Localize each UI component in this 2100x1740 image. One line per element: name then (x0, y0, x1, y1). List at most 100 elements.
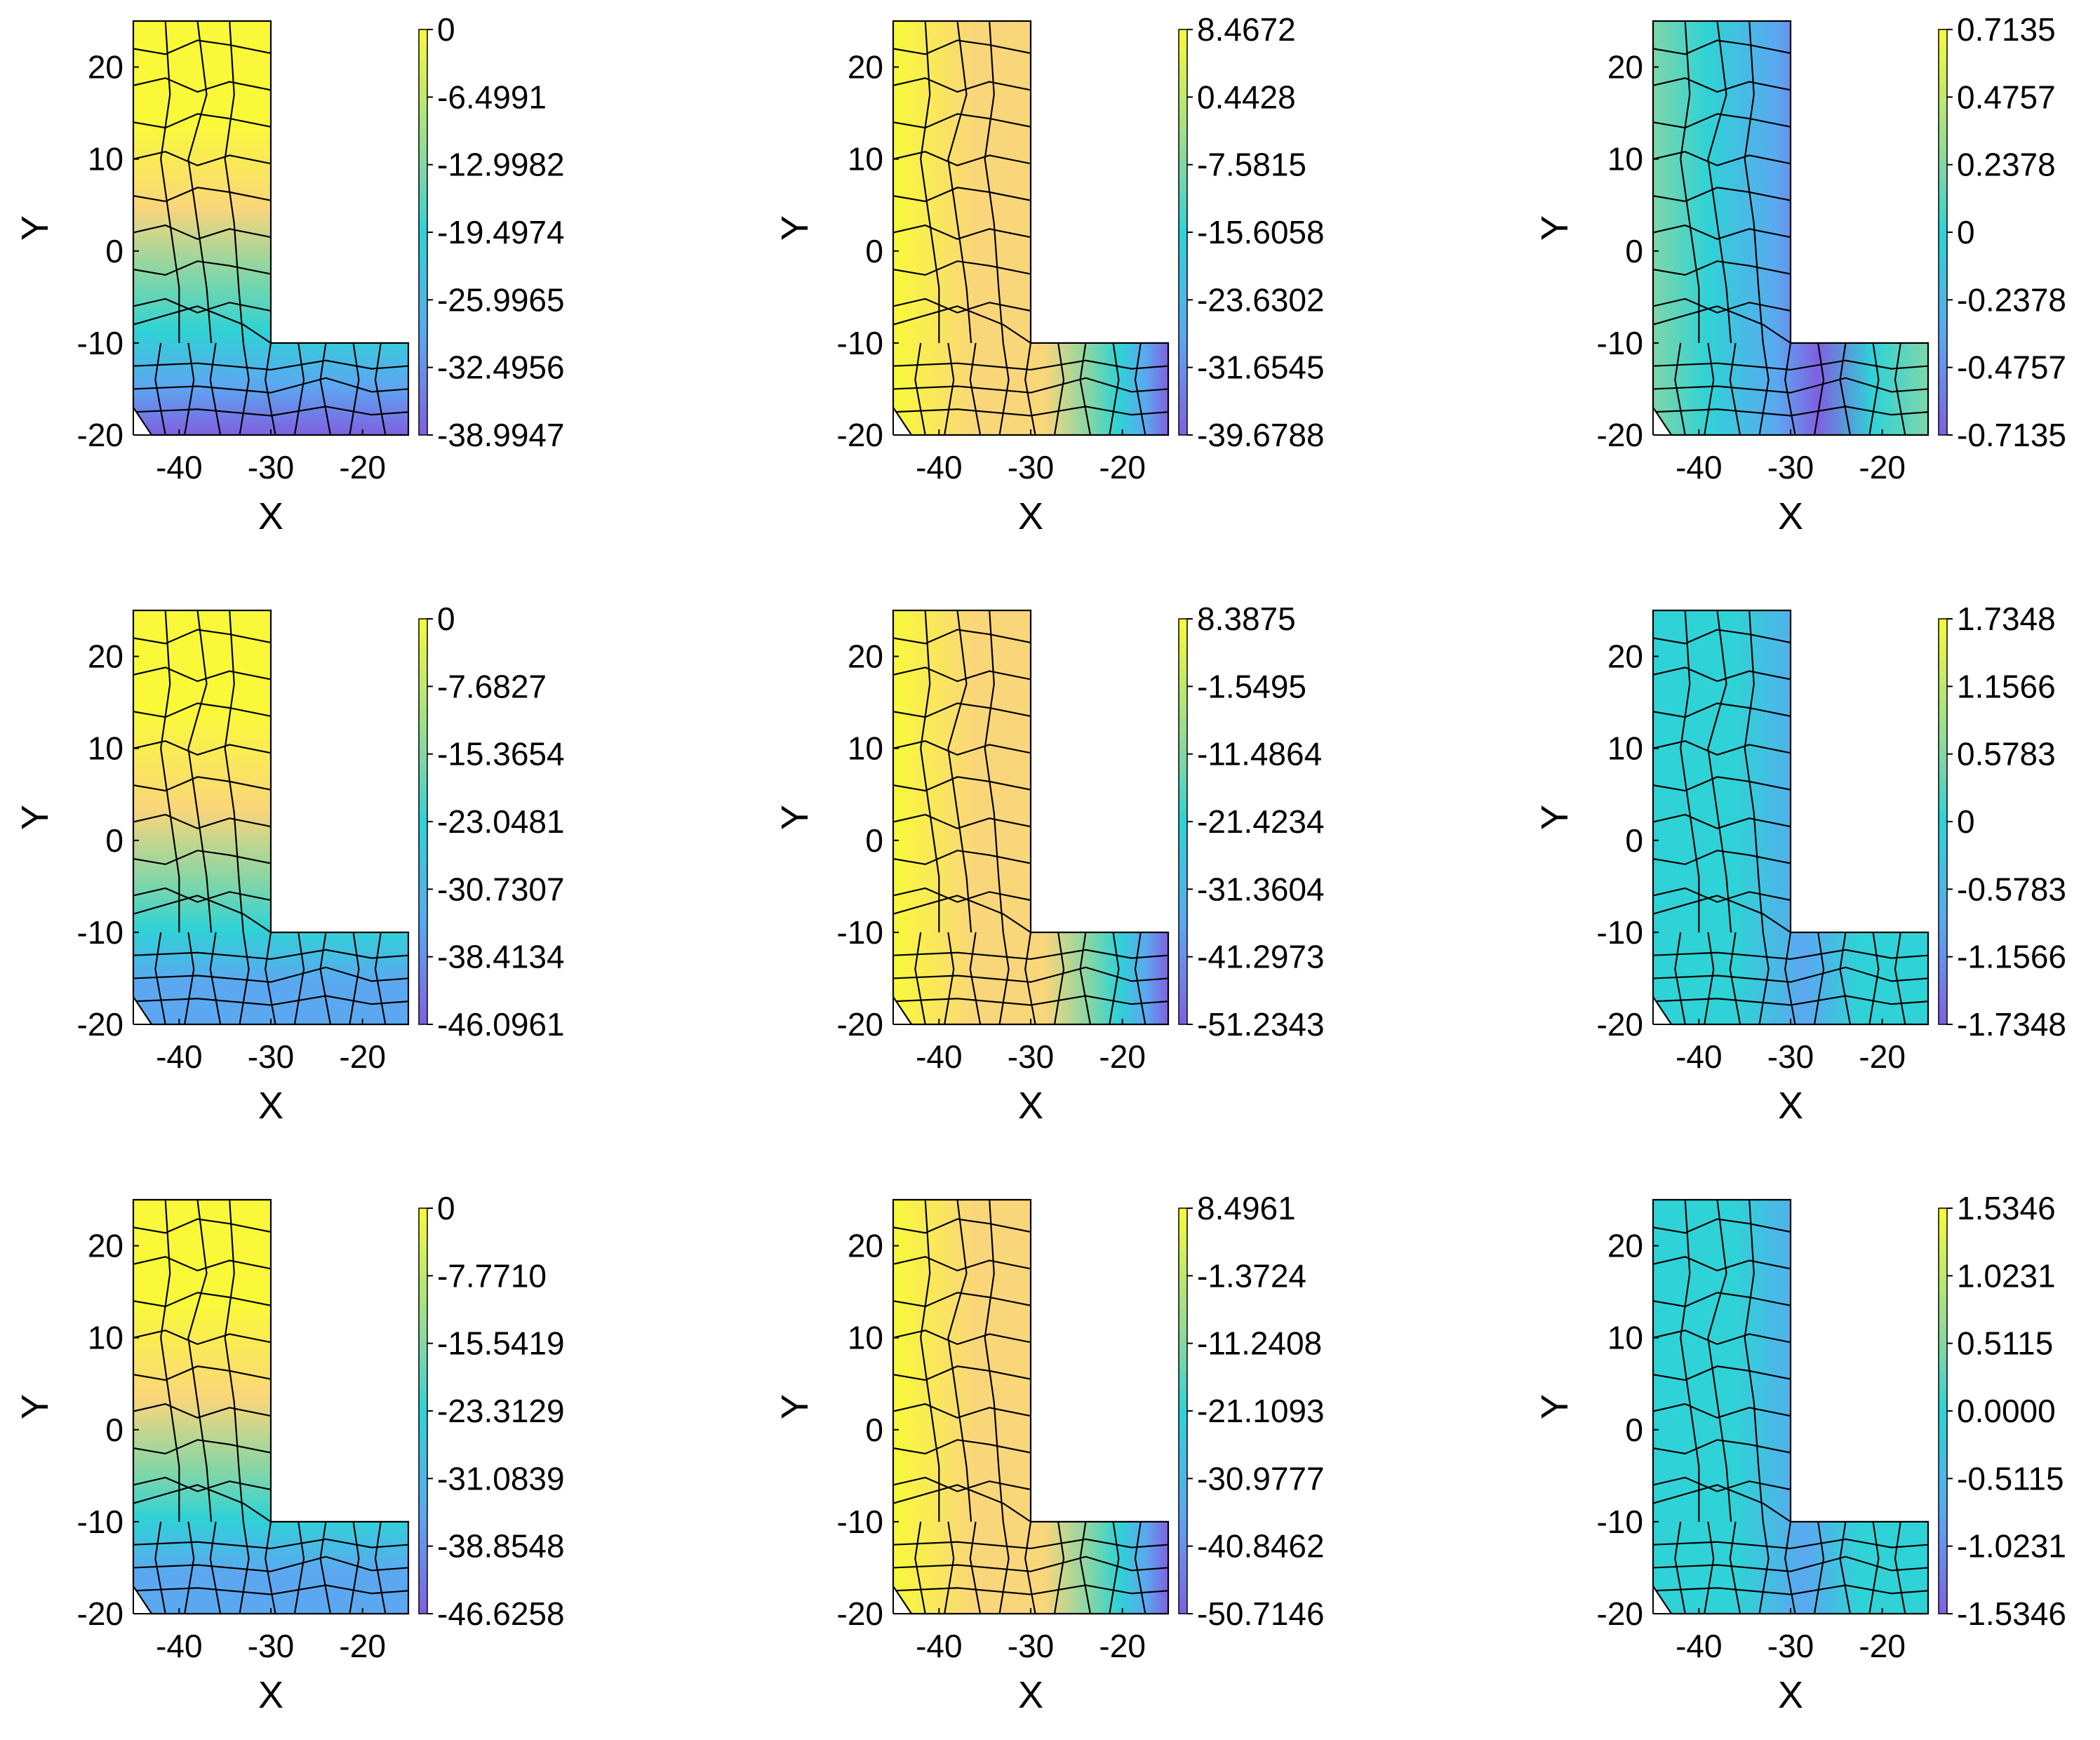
mesh-boundary (1652, 609, 1930, 1026)
y-tick-label: -10 (1597, 1504, 1643, 1540)
y-tick-label: -10 (77, 325, 123, 361)
y-axis-label: Y (774, 1394, 816, 1419)
colorbar-tick-label: 0.5115 (1957, 1325, 2053, 1362)
x-tick-label: -30 (1008, 1628, 1054, 1664)
subplot-2-0: -20 -10 0 10 20 -40 -30 -20 X Y 0 -7.7710 -15.5419 -2… (14, 1190, 565, 1716)
colorbar-tick-label: -1.5495 (1197, 668, 1306, 704)
y-tick-label: 20 (848, 49, 883, 86)
colorbar-tick-label: -50.7146 (1197, 1595, 1325, 1632)
x-tick-label: -20 (1099, 1038, 1145, 1075)
colorbar-tick-label: -38.4134 (437, 939, 565, 975)
y-tick-label: -20 (1597, 417, 1643, 453)
y-tick-label: 0 (105, 233, 123, 269)
x-tick-label: -40 (916, 1038, 962, 1075)
subplot-0-0: -20 -10 0 10 20 -40 -30 -20 X Y 0 -6.4991 -12.9982 -1… (14, 11, 565, 537)
subplot-0-1: -20 -10 0 10 20 -40 -30 -20 X Y 8.4672 0.4428 -7.581… (774, 11, 1325, 537)
x-tick-label: -20 (339, 1038, 385, 1075)
mesh-lines (893, 21, 1168, 435)
x-tick-label: -40 (156, 1628, 202, 1664)
x-tick-label: -40 (1676, 1038, 1722, 1075)
mesh-lines (1653, 610, 1928, 1024)
mesh-lines (1653, 21, 1928, 435)
mesh-boundary (132, 20, 410, 436)
colorbar (1938, 618, 1948, 1025)
y-tick-label: -20 (1597, 1006, 1643, 1043)
x-axis-label: X (1778, 495, 1803, 537)
y-axis-label: Y (14, 805, 56, 830)
x-tick-label: -20 (1859, 1628, 1905, 1664)
colorbar-tick-label: -1.5346 (1957, 1595, 2066, 1632)
colorbar-tick-label: -40.8462 (1197, 1528, 1325, 1565)
colorbar-tick-label: -25.9965 (437, 281, 565, 318)
mesh-boundary (1652, 1198, 1930, 1615)
y-tick-label: -20 (77, 1595, 123, 1632)
y-tick-label: 20 (848, 638, 883, 675)
y-tick-label: -10 (1597, 914, 1643, 951)
colorbar (1938, 1207, 1948, 1614)
colorbar-tick-label: -7.5815 (1197, 147, 1306, 183)
x-axis-label: X (1778, 1085, 1803, 1127)
x-tick-label: -40 (156, 1038, 202, 1075)
y-tick-label: 0 (1625, 1412, 1643, 1448)
y-tick-label: 20 (1607, 1228, 1643, 1264)
colorbar-tick-label: -46.6258 (437, 1595, 565, 1632)
y-tick-label: 20 (88, 1228, 123, 1264)
colorbar-tick-label: -1.7348 (1957, 1006, 2066, 1043)
y-tick-label: 10 (1607, 141, 1643, 178)
y-tick-label: -20 (77, 1006, 123, 1043)
colorbar-tick-label: -30.7307 (437, 871, 565, 907)
y-tick-label: 0 (865, 233, 883, 269)
colorbar-tick-label: -11.4864 (1197, 736, 1322, 772)
y-tick-label: 20 (848, 1228, 883, 1264)
colorbar-tick-label: 1.7348 (1957, 601, 2056, 637)
mesh-lines (133, 21, 408, 435)
y-tick-label: -20 (837, 1595, 883, 1632)
colorbar-tick-label: 0.4757 (1957, 79, 2056, 115)
x-tick-label: -20 (1099, 1628, 1145, 1664)
colorbar-tick-label: -11.2408 (1197, 1325, 1322, 1362)
colorbar-tick-label: 0 (1957, 803, 1975, 840)
y-tick-label: -10 (837, 1504, 883, 1540)
y-tick-label: 10 (88, 730, 123, 767)
x-tick-label: -30 (1008, 449, 1054, 486)
colorbar-tick-label: 0.4428 (1197, 79, 1296, 115)
subplot-1-1: -20 -10 0 10 20 -40 -30 -20 X Y 8.3875 -1.5495 -11.4… (774, 601, 1325, 1127)
colorbar-tick-label: 8.4672 (1197, 11, 1296, 48)
colorbar-tick-label: -1.0231 (1957, 1528, 2066, 1565)
y-axis-label: Y (1534, 805, 1576, 830)
colorbar-tick-label: -23.6302 (1197, 281, 1325, 318)
colorbar-tick-label: -0.7135 (1957, 417, 2066, 453)
mesh-lines (893, 610, 1168, 1024)
x-tick-label: -20 (339, 449, 385, 486)
y-tick-label: 20 (1607, 49, 1643, 86)
y-tick-label: 10 (88, 141, 123, 178)
x-tick-label: -20 (1859, 449, 1905, 486)
y-tick-label: -10 (837, 914, 883, 951)
colorbar-tick-label: -7.6827 (437, 668, 547, 704)
x-tick-label: -30 (248, 1038, 294, 1075)
colorbar-tick-label: -31.0839 (437, 1460, 565, 1497)
y-tick-label: 20 (1607, 638, 1643, 675)
y-tick-label: 0 (1625, 822, 1643, 859)
colorbar-tick-label: -21.4234 (1197, 803, 1325, 840)
x-axis-label: X (1018, 1085, 1043, 1127)
x-tick-label: -30 (1008, 1038, 1054, 1075)
y-tick-label: 10 (1607, 1320, 1643, 1356)
mesh-boundary (132, 1198, 410, 1615)
colorbar-tick-label: 0 (437, 11, 455, 48)
x-tick-label: -40 (156, 449, 202, 486)
colorbar-tick-label: -0.2378 (1957, 281, 2066, 318)
x-tick-label: -40 (916, 449, 962, 486)
colorbar-tick-label: -0.4757 (1957, 349, 2066, 386)
colorbar (418, 29, 428, 436)
colorbar-tick-label: -15.6058 (1197, 214, 1325, 250)
x-axis-label: X (1778, 1674, 1803, 1716)
y-tick-label: -10 (77, 914, 123, 951)
colorbar (1178, 618, 1188, 1025)
y-tick-label: 0 (105, 822, 123, 859)
mesh-boundary (892, 20, 1170, 436)
mesh-lines (1653, 1200, 1928, 1614)
y-tick-label: -10 (77, 1504, 123, 1540)
subplot-1-2: -20 -10 0 10 20 -40 -30 -20 X Y 1.7348 1.1566 0.5783… (1534, 601, 2066, 1127)
